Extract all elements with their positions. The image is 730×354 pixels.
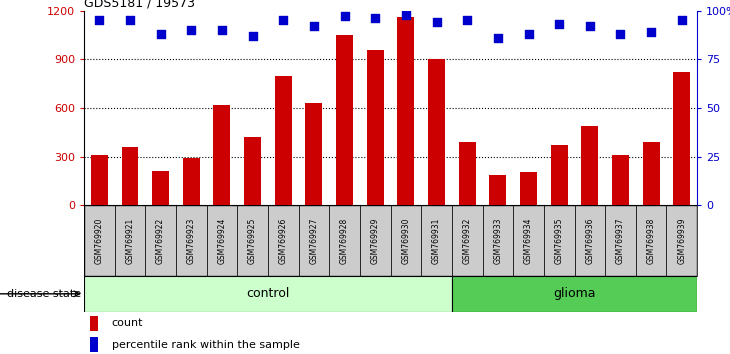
Point (369, 16, 381, 21)
Bar (483, 205, 513, 276)
Bar (121, 147, 139, 205)
Bar (268, 205, 299, 276)
Bar (397, 17, 415, 205)
Text: GSM769935: GSM769935 (555, 217, 564, 264)
Point (492, 35, 504, 41)
Text: GSM769923: GSM769923 (187, 217, 196, 264)
Text: GSM769938: GSM769938 (647, 217, 656, 264)
Bar (452, 276, 697, 312)
Bar (274, 75, 292, 205)
Bar (90, 337, 98, 352)
Text: count: count (112, 318, 143, 329)
Bar (366, 50, 384, 205)
Text: GDS5181 / 19573: GDS5181 / 19573 (84, 0, 195, 10)
Point (645, 29, 657, 35)
Bar (520, 172, 537, 205)
Bar (421, 205, 452, 276)
Text: GSM769920: GSM769920 (95, 217, 104, 264)
Bar (642, 142, 660, 205)
Point (339, 13, 350, 19)
Bar (489, 175, 507, 205)
Text: GSM769921: GSM769921 (126, 218, 134, 264)
Bar (90, 316, 98, 331)
Point (277, 18, 289, 23)
Text: GSM769934: GSM769934 (524, 217, 533, 264)
Text: GSM769939: GSM769939 (677, 217, 686, 264)
Point (461, 18, 473, 23)
Point (431, 19, 442, 25)
Bar (336, 35, 353, 205)
Point (216, 27, 228, 33)
Bar (605, 205, 636, 276)
Text: GSM769929: GSM769929 (371, 217, 380, 264)
Bar (544, 205, 575, 276)
Bar (575, 205, 605, 276)
Bar (458, 142, 476, 205)
Text: GSM769932: GSM769932 (463, 217, 472, 264)
Text: percentile rank within the sample: percentile rank within the sample (112, 339, 299, 350)
Bar (213, 105, 231, 205)
Bar (115, 205, 145, 276)
Bar (636, 205, 666, 276)
Bar (673, 72, 691, 205)
Bar (360, 205, 391, 276)
Text: GSM769926: GSM769926 (279, 217, 288, 264)
Bar (244, 137, 261, 205)
Bar (145, 205, 176, 276)
Point (400, 12, 412, 17)
Point (247, 33, 258, 39)
Point (124, 18, 136, 23)
Bar (550, 145, 568, 205)
Point (584, 23, 596, 29)
Text: GSM769924: GSM769924 (218, 217, 226, 264)
Point (523, 31, 534, 37)
Bar (152, 171, 169, 205)
Point (93, 18, 105, 23)
Point (308, 23, 320, 29)
Bar (176, 205, 207, 276)
Bar (207, 205, 237, 276)
Text: GSM769931: GSM769931 (432, 217, 441, 264)
Bar (305, 103, 323, 205)
Text: GSM769927: GSM769927 (310, 217, 318, 264)
Text: control: control (246, 287, 290, 300)
Bar (182, 158, 200, 205)
Point (155, 31, 166, 37)
Point (615, 31, 626, 37)
Text: disease state: disease state (7, 289, 82, 299)
Bar (391, 205, 421, 276)
Bar (84, 205, 115, 276)
Text: GSM769930: GSM769930 (402, 217, 410, 264)
Point (553, 22, 565, 27)
Bar (91, 155, 108, 205)
Point (676, 18, 688, 23)
Bar (666, 205, 697, 276)
Bar (299, 205, 329, 276)
Bar (581, 126, 599, 205)
Bar (452, 205, 483, 276)
Text: GSM769925: GSM769925 (248, 217, 257, 264)
Bar (612, 155, 629, 205)
Bar (329, 205, 360, 276)
Bar (428, 59, 445, 205)
Bar (84, 276, 452, 312)
Text: GSM769936: GSM769936 (585, 217, 594, 264)
Bar (513, 205, 544, 276)
Text: GSM769928: GSM769928 (340, 218, 349, 264)
Point (185, 27, 197, 33)
Text: GSM769922: GSM769922 (156, 218, 165, 264)
Text: GSM769937: GSM769937 (616, 217, 625, 264)
Text: glioma: glioma (553, 287, 596, 300)
Bar (237, 205, 268, 276)
Text: GSM769933: GSM769933 (493, 217, 502, 264)
